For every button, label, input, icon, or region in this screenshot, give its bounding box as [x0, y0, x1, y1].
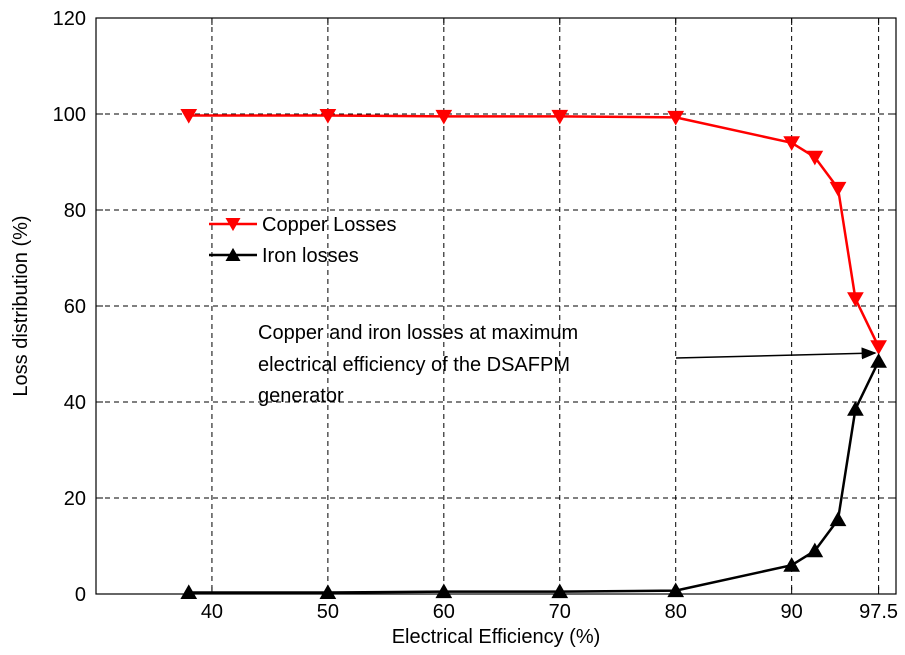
data-point — [319, 108, 337, 124]
x-tick-label: 50 — [317, 601, 339, 623]
data-point — [435, 583, 453, 599]
x-tick-label: 40 — [201, 601, 223, 623]
data-point — [806, 150, 824, 166]
x-tick-label: 97.5 — [859, 601, 898, 623]
series-line-1 — [188, 360, 880, 594]
data-point — [180, 584, 198, 600]
series-line-0 — [188, 114, 880, 348]
legend-label-copper: Copper Losses — [262, 214, 397, 236]
data-point — [180, 108, 198, 124]
data-point — [847, 401, 864, 416]
y-tick-label: 20 — [64, 488, 86, 510]
y-tick-label: 60 — [64, 296, 86, 318]
data-point — [847, 292, 864, 307]
legend: Copper Losses Iron losses — [209, 214, 397, 267]
y-tick-label: 40 — [64, 392, 86, 414]
data-point — [783, 557, 801, 572]
y-tick-label: 100 — [53, 104, 86, 126]
annotation: Copper and iron losses at maximum electr… — [258, 322, 877, 407]
axis-ticks: 40 50 60 70 80 90 97.5 0 20 40 60 80 100 120 — [53, 8, 898, 623]
grid — [96, 17, 896, 595]
data-point — [667, 110, 685, 126]
x-tick-label: 60 — [433, 601, 455, 623]
data-point — [829, 511, 847, 527]
x-tick-label: 90 — [781, 601, 803, 623]
data-point — [806, 542, 824, 558]
x-axis-label: Electrical Efficiency (%) — [392, 626, 601, 648]
legend-label-iron: Iron losses — [262, 245, 359, 267]
annotation-arrow — [675, 347, 877, 360]
data-point — [667, 582, 685, 598]
y-tick-label: 80 — [64, 200, 86, 222]
data-point — [319, 584, 337, 600]
data-point — [870, 353, 887, 368]
data-point — [829, 181, 847, 197]
x-tick-label: 80 — [665, 601, 687, 623]
data-point — [551, 583, 569, 599]
annotation-line-1: Copper and iron losses at maximum — [258, 322, 578, 344]
series-group — [180, 108, 887, 600]
data-point — [551, 109, 569, 125]
data-point — [870, 340, 887, 355]
x-tick-label: 70 — [549, 601, 571, 623]
y-axis-label: Loss distribution (%) — [10, 215, 32, 396]
y-tick-label: 0 — [75, 584, 86, 606]
legend-marker-copper — [225, 218, 241, 232]
data-point — [783, 136, 801, 151]
annotation-line-2: electrical efficiency of the DSAFPM — [258, 354, 570, 376]
y-tick-label: 120 — [53, 8, 86, 30]
legend-marker-iron — [225, 247, 241, 261]
data-point — [435, 109, 453, 125]
annotation-line-3: generator — [258, 385, 344, 407]
